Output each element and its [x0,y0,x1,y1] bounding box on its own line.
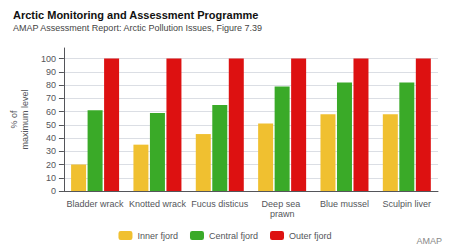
svg-text:30: 30 [46,146,56,156]
svg-text:10: 10 [46,173,56,183]
svg-text:80: 80 [46,80,56,90]
svg-text:Fucus disticus: Fucus disticus [191,199,249,209]
svg-text:40: 40 [46,133,56,143]
svg-text:60: 60 [46,107,56,117]
svg-text:90: 90 [46,67,56,77]
svg-text:Arctic Monitoring and Assessme: Arctic Monitoring and Assessment Program… [13,9,258,21]
svg-text:20: 20 [46,160,56,170]
svg-text:Bladder wrack: Bladder wrack [67,199,125,209]
svg-text:70: 70 [46,93,56,103]
svg-text:Outer fjord: Outer fjord [289,231,332,241]
svg-text:50: 50 [46,120,56,130]
svg-text:Blue mussel: Blue mussel [320,199,369,209]
svg-text:maximum level: maximum level [20,89,30,149]
svg-text:% of: % of [9,110,19,129]
svg-text:Knotted wrack: Knotted wrack [129,199,187,209]
svg-text:prawn: prawn [270,209,295,219]
svg-text:AMAP: AMAP [416,236,442,246]
svg-text:Sculpin liver: Sculpin liver [383,199,432,209]
svg-text:100: 100 [41,54,56,64]
svg-text:Inner fjord: Inner fjord [137,231,178,241]
svg-text:Central fjord: Central fjord [209,231,258,241]
svg-text:AMAP Assessment Report: Arctic: AMAP Assessment Report: Arctic Pollution… [13,23,262,33]
svg-text:0: 0 [51,186,56,196]
svg-text:Deep sea: Deep sea [262,199,303,209]
